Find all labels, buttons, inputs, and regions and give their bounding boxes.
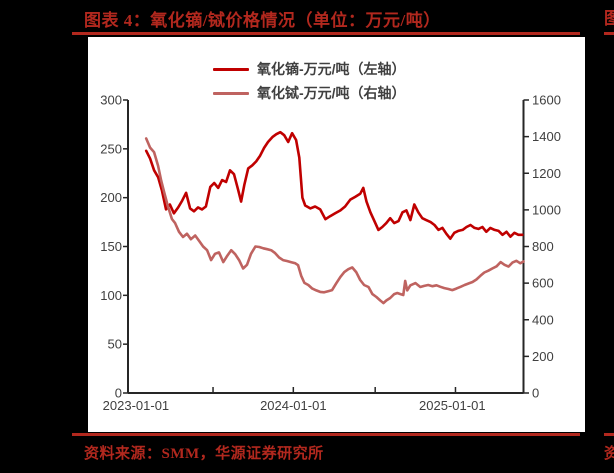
svg-text:150: 150 <box>100 239 122 254</box>
svg-text:1400: 1400 <box>532 129 561 144</box>
svg-text:0: 0 <box>532 386 539 401</box>
adjacent-column-title-fragment: 图 <box>604 9 614 27</box>
svg-text:1200: 1200 <box>532 166 561 181</box>
legend-label-dysprosium: 氧化镝-万元/吨（左轴） <box>257 61 406 77</box>
svg-text:400: 400 <box>532 312 554 327</box>
svg-text:0: 0 <box>115 386 122 401</box>
svg-text:2023-01-01: 2023-01-01 <box>103 398 170 413</box>
svg-text:300: 300 <box>100 93 122 108</box>
svg-text:200: 200 <box>532 349 554 364</box>
legend-item-dysprosium: 氧化镝-万元/吨（左轴） <box>213 57 406 81</box>
source-divider-rule <box>72 433 580 436</box>
legend-item-terbium: 氧化铽-万元/吨（右轴） <box>213 81 406 105</box>
chart-legend: 氧化镝-万元/吨（左轴） 氧化铽-万元/吨（右轴） <box>213 57 406 105</box>
title-divider-rule <box>72 32 580 35</box>
svg-text:1000: 1000 <box>532 202 561 217</box>
svg-text:100: 100 <box>100 288 122 303</box>
svg-text:2024-01-01: 2024-01-01 <box>260 398 327 413</box>
svg-text:1600: 1600 <box>532 93 561 108</box>
dysprosium-line-swatch-icon <box>213 67 249 71</box>
adjacent-column-source-fragment: 资 <box>604 446 614 462</box>
adjacent-column-rule-fragment-bottom <box>604 433 614 436</box>
svg-text:600: 600 <box>532 276 554 291</box>
svg-text:800: 800 <box>532 239 554 254</box>
svg-text:50: 50 <box>108 337 122 352</box>
terbium-line-swatch-icon <box>213 91 249 95</box>
figure-title: 图表 4：氧化镝/铽价格情况（单位：万元/吨） <box>84 11 441 30</box>
svg-text:2025-01-01: 2025-01-01 <box>419 398 486 413</box>
svg-text:250: 250 <box>100 141 122 156</box>
adjacent-column-rule-fragment-top <box>604 32 614 35</box>
data-source-note: 资料来源：SMM，华源证券研究所 <box>84 446 324 462</box>
legend-label-terbium: 氧化铽-万元/吨（右轴） <box>257 85 406 101</box>
svg-text:200: 200 <box>100 190 122 205</box>
